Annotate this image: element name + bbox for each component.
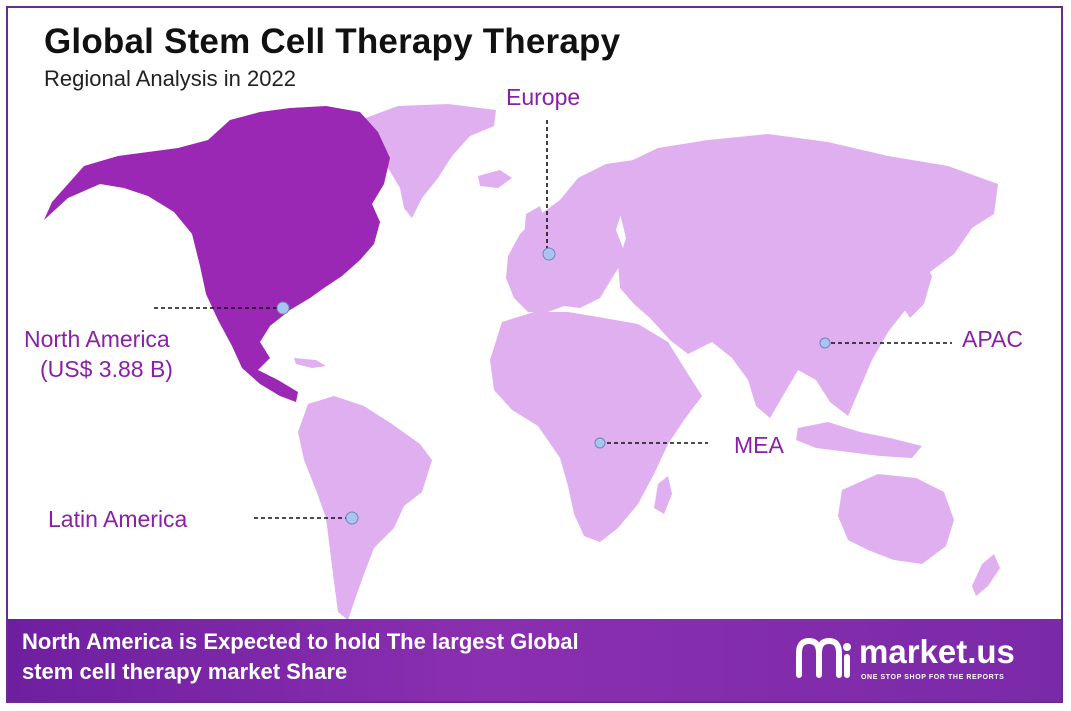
brand-logo: market.us ONE STOP SHOP FOR THE REPORTS — [795, 633, 1035, 689]
chart-title: Global Stem Cell Therapy Therapy — [44, 22, 621, 61]
europe-label: Europe — [506, 84, 581, 110]
indonesia-shape — [796, 422, 922, 458]
footer-banner: North America is Expected to hold The la… — [8, 619, 1061, 701]
north-america-value: (US$ 3.88 B) — [40, 356, 173, 382]
mea-label: MEA — [734, 432, 784, 458]
caribbean-shape — [294, 358, 326, 368]
north-america-shape — [44, 106, 390, 402]
market-us-logo-icon — [796, 637, 851, 678]
japan-shape — [902, 258, 932, 318]
chart-subtitle: Regional Analysis in 2022 — [44, 66, 296, 91]
latin-america-marker — [345, 511, 359, 525]
brand-name: market.us — [859, 633, 1015, 670]
africa-shape — [490, 312, 702, 542]
europe-marker — [542, 247, 556, 261]
north-america-label: North America — [24, 326, 170, 352]
footer-line-1: North America is Expected to hold The la… — [22, 629, 579, 654]
europe-shape — [506, 160, 638, 312]
latin-america-label: Latin America — [48, 506, 188, 532]
apac-label: APAC — [962, 326, 1023, 352]
footer-message: North America is Expected to hold The la… — [22, 627, 579, 687]
brand-tagline: ONE STOP SHOP FOR THE REPORTS — [861, 674, 1005, 681]
apac-marker — [819, 337, 831, 349]
australia-shape — [838, 474, 954, 564]
madagascar-shape — [654, 476, 672, 514]
infographic-frame: Global Stem Cell Therapy Therapy Regiona… — [6, 6, 1063, 703]
south-america-shape — [298, 396, 432, 620]
world-map — [44, 104, 1000, 620]
north-america-marker — [276, 301, 290, 315]
iceland-shape — [478, 170, 512, 188]
mea-marker — [594, 437, 606, 449]
greenland-shape — [360, 104, 496, 218]
asia-shape — [616, 134, 998, 418]
uk-shape — [524, 206, 546, 240]
footer-line-2: stem cell therapy market Share — [22, 659, 348, 684]
new-zealand-shape — [972, 554, 1000, 596]
